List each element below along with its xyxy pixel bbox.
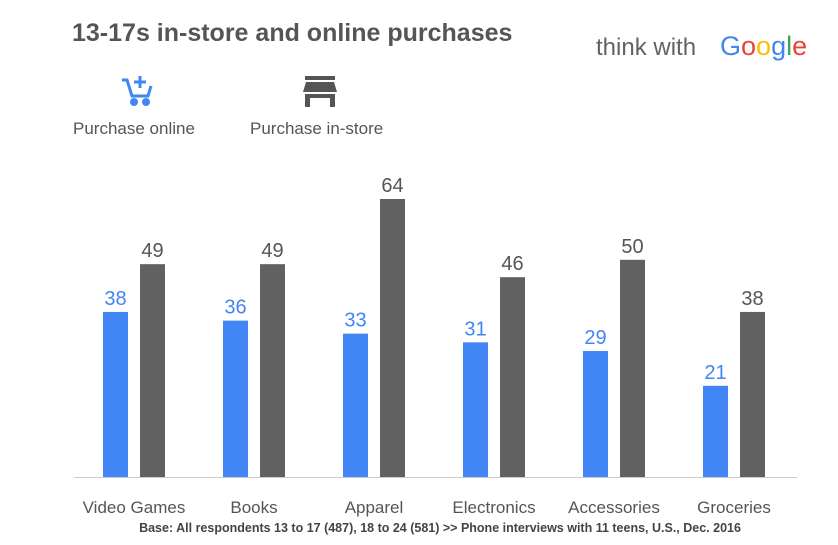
x-tick-label: Groceries (697, 498, 771, 517)
data-label: 21 (704, 362, 726, 384)
bar (223, 320, 248, 477)
bar (103, 311, 128, 477)
footnote: Base: All respondents 13 to 17 (487), 18… (139, 521, 741, 535)
store-icon (303, 76, 337, 107)
bar (380, 199, 405, 477)
data-label: 38 (104, 288, 126, 310)
bar (620, 259, 645, 477)
x-tick-label: Apparel (345, 498, 404, 517)
bar (703, 385, 728, 477)
bar (740, 311, 765, 477)
legend-label: Purchase in-store (250, 119, 383, 138)
data-label: 29 (584, 327, 606, 349)
bar (140, 264, 165, 477)
bar (343, 333, 368, 477)
data-label: 46 (501, 253, 523, 275)
bar (583, 351, 608, 477)
bar (500, 277, 525, 477)
bar (463, 342, 488, 477)
data-label: 31 (464, 318, 486, 340)
brand-logo: Google (720, 31, 807, 61)
data-label: 36 (224, 297, 246, 319)
data-label: 49 (141, 240, 163, 262)
data-label: 50 (621, 236, 643, 258)
x-tick-label: Accessories (568, 498, 660, 517)
bar (260, 264, 285, 477)
data-label: 64 (381, 175, 403, 197)
brand-text: think with (596, 34, 696, 61)
chart-title: 13-17s in-store and online purchases (72, 19, 512, 47)
data-label: 38 (741, 288, 763, 310)
data-label: 49 (261, 240, 283, 262)
cart-icon (122, 76, 153, 106)
x-tick-label: Video Games (83, 498, 186, 517)
x-tick-label: Electronics (452, 498, 535, 517)
data-label: 33 (344, 310, 366, 332)
x-tick-label: Books (230, 498, 277, 517)
legend-label: Purchase online (73, 119, 195, 138)
